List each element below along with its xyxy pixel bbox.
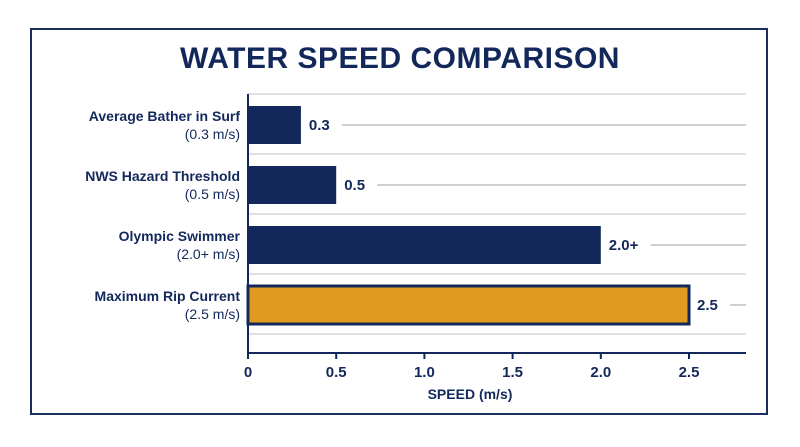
bar [246,284,691,326]
category-label: Olympic Swimmer [119,228,241,244]
x-tick-label: 0 [244,364,252,381]
category-label: Average Bather in Surf [89,108,241,124]
category-sublabel: (0.3 m/s) [185,126,240,142]
bar [248,226,601,264]
x-tick-label: 1.0 [414,364,435,381]
bar [248,166,337,204]
bar-value-label: 0.5 [344,177,365,194]
bar [248,106,301,144]
x-axis-title: SPEED (m/s) [428,386,513,402]
category-sublabel: (2.0+ m/s) [177,246,240,262]
bar-value-label: 0.3 [309,117,330,134]
chart-frame [30,28,768,415]
x-tick-label: 1.5 [502,364,523,381]
category-label: NWS Hazard Threshold [85,168,240,184]
x-tick-label: 2.5 [679,364,700,381]
x-tick-label: 0.5 [326,364,347,381]
x-tick-label: 2.0 [590,364,611,381]
chart-title: WATER SPEED COMPARISON [180,42,620,75]
category-label: Maximum Rip Current [95,288,241,304]
category-sublabel: (0.5 m/s) [185,186,240,202]
bar-value-label: 2.0+ [609,237,639,254]
category-sublabel: (2.5 m/s) [185,306,240,322]
bar-value-label: 2.5 [697,297,718,314]
